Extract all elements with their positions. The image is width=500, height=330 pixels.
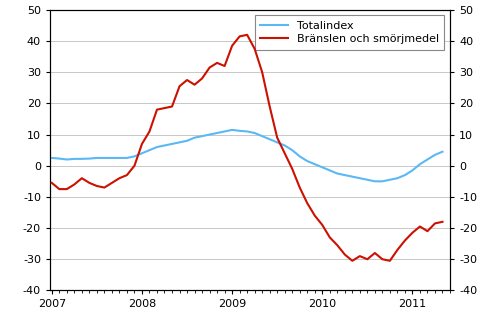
- Bränslen och smörjmedel: [440, 220, 446, 224]
- Bränslen och smörjmedel: [289, 167, 295, 171]
- Bränslen och smörjmedel: [244, 33, 250, 37]
- Bränslen och smörjmedel: [350, 259, 356, 263]
- Bränslen och smörjmedel: [364, 257, 370, 261]
- Totalindex: [154, 145, 160, 149]
- Totalindex: [357, 176, 363, 180]
- Totalindex: [229, 128, 235, 132]
- Legend: Totalindex, Bränslen och smörjmedel: Totalindex, Bränslen och smörjmedel: [254, 16, 444, 50]
- Bränslen och smörjmedel: [49, 181, 55, 185]
- Bränslen och smörjmedel: [282, 151, 288, 155]
- Totalindex: [440, 150, 446, 154]
- Line: Bränslen och smörjmedel: Bränslen och smörjmedel: [52, 35, 442, 261]
- Bränslen och smörjmedel: [154, 108, 160, 112]
- Bränslen och smörjmedel: [304, 201, 310, 205]
- Totalindex: [289, 148, 295, 152]
- Bränslen och smörjmedel: [312, 214, 318, 217]
- Totalindex: [49, 156, 55, 160]
- Totalindex: [282, 144, 288, 148]
- Totalindex: [372, 179, 378, 183]
- Line: Totalindex: Totalindex: [52, 130, 442, 181]
- Totalindex: [304, 159, 310, 163]
- Totalindex: [312, 162, 318, 166]
